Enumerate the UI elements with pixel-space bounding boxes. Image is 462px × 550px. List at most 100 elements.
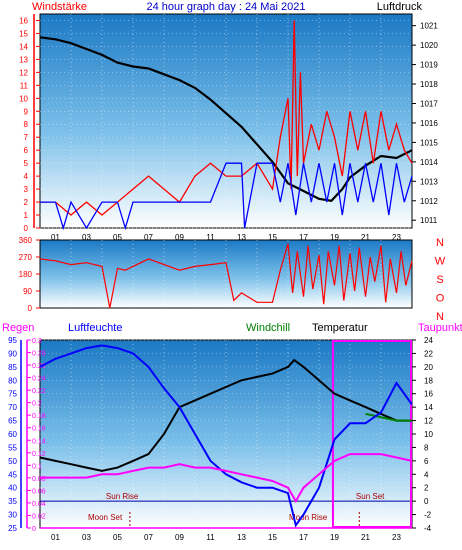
y-tick-label-temperature: -4 — [424, 524, 432, 533]
y-tick-label-rain: 0.28 — [32, 351, 46, 358]
y-tick-label-temperature: 6 — [424, 457, 429, 466]
y-tick-label-right: 1020 — [420, 41, 438, 50]
y-tick-label-left: 6 — [24, 146, 29, 155]
y-tick-label-left: 1 — [24, 211, 29, 220]
y-tick-label-rain: 0.26 — [32, 363, 46, 370]
y-tick-label-rain: 0.18 — [32, 413, 46, 420]
y-tick-label-left: 13 — [19, 55, 28, 64]
series-line-temperatur — [39, 358, 412, 472]
y-tick-label-rain: 0.08 — [32, 476, 46, 483]
y-tick-label-right: 1018 — [420, 80, 438, 89]
y-tick-label-temperature: 2 — [424, 484, 429, 493]
x-tick-label-panel1: 19 — [330, 233, 339, 242]
y-tick-label-temperature: 24 — [424, 336, 433, 345]
x-tick-label-panel3: 09 — [175, 533, 184, 542]
x-tick-label-panel1: 11 — [206, 233, 215, 242]
y-tick-label-right: 1021 — [420, 22, 438, 31]
x-tick-label-panel3: 15 — [268, 533, 277, 542]
y-tick-label-humidity: 50 — [8, 457, 17, 466]
y-tick-label-humidity: 45 — [8, 470, 17, 479]
night-highlight-box — [331, 340, 413, 528]
compass-label: W — [435, 256, 446, 268]
legend-entry: Windchill — [246, 322, 290, 334]
y-tick-label-humidity: 60 — [8, 430, 17, 439]
y-tick-label-left: 5 — [24, 159, 29, 168]
x-tick-label-panel1: 17 — [299, 233, 308, 242]
x-tick-label-panel1: 05 — [113, 233, 122, 242]
x-tick-label-panel1: 09 — [175, 233, 184, 242]
x-tick-label-panel1: 07 — [144, 233, 153, 242]
y-tick-label-temperature: 4 — [424, 470, 429, 479]
legend-entry: Temperatur — [312, 322, 368, 334]
series-line-panel1-3 — [40, 162, 413, 231]
compass-label: N — [436, 237, 444, 249]
y-tick-label-humidity: 90 — [8, 349, 17, 358]
y-tick-label-left: 0 — [28, 304, 33, 313]
y-tick-label-humidity: 55 — [8, 443, 17, 452]
y-tick-label-left: 11 — [20, 81, 29, 90]
y-tick-label-humidity: 70 — [8, 403, 17, 412]
y-tick-label-humidity: 75 — [8, 390, 17, 399]
y-tick-label-temperature: 22 — [424, 349, 433, 358]
x-tick-label-panel1: 13 — [237, 233, 246, 242]
y-tick-label-rain: 0.14 — [32, 438, 46, 445]
compass-label: N — [436, 311, 444, 323]
x-tick-label-panel3: 17 — [299, 533, 308, 542]
y-tick-label-rain: 0.2 — [32, 401, 42, 408]
y-tick-label-temperature: 16 — [424, 390, 433, 399]
x-tick-label-panel1: 21 — [361, 233, 370, 242]
legend-entry: Luftfeuchte — [68, 322, 122, 334]
x-tick-label-panel3: 07 — [144, 533, 153, 542]
y-tick-label-right: 1013 — [420, 177, 438, 186]
x-tick-label-panel3: 03 — [82, 533, 91, 542]
y-tick-label-humidity: 40 — [8, 484, 17, 493]
y-tick-label-temperature: 18 — [424, 376, 433, 385]
compass-label: O — [436, 293, 445, 305]
wind-strength-label: Windstärke — [32, 1, 87, 13]
y-tick-label-rain: 0.06 — [32, 488, 46, 495]
y-tick-label-left: 10 — [19, 94, 28, 103]
x-tick-label-panel3: 11 — [206, 533, 215, 542]
x-tick-label-panel3: 13 — [237, 533, 246, 542]
x-tick-label-panel1: 23 — [392, 233, 401, 242]
y-tick-label-left: 16 — [19, 16, 28, 25]
y-tick-label-rain: 0 — [32, 526, 36, 533]
y-tick-label-rain: 0.04 — [32, 501, 46, 508]
series-line-luftfeuchte — [39, 344, 413, 528]
series-line-windchill — [365, 412, 412, 422]
annotation-label: Moon Set — [88, 513, 123, 522]
y-tick-label-right: 1019 — [420, 61, 438, 70]
annotation-label: Moon Rise — [289, 513, 328, 522]
y-tick-label-humidity: 35 — [8, 497, 17, 506]
y-tick-label-rain: 0.16 — [32, 426, 46, 433]
series-line-taupunkt — [40, 453, 413, 504]
y-tick-label-left: 3 — [24, 185, 29, 194]
annotation-label: Sun Set — [356, 492, 385, 501]
y-tick-label-right: 1016 — [420, 119, 438, 128]
x-tick-label-panel3: 05 — [113, 533, 122, 542]
y-tick-label-left: 8 — [24, 120, 29, 129]
y-tick-label-rain: 0.1 — [32, 463, 42, 470]
y-tick-label-right: 1015 — [420, 138, 438, 147]
x-tick-label-panel3: 01 — [51, 533, 60, 542]
y-tick-label-temperature: 8 — [424, 443, 429, 452]
y-tick-label-rain: 0.22 — [32, 388, 46, 395]
y-tick-label-left: 180 — [19, 270, 33, 279]
y-tick-label-left: 360 — [19, 236, 33, 245]
annotation-label: Sun Rise — [106, 492, 139, 501]
plot-area-1 — [39, 13, 413, 229]
legend-entry: Taupunkt — [418, 322, 462, 334]
y-tick-label-left: 15 — [19, 29, 28, 38]
y-tick-label-temperature: -2 — [424, 511, 432, 520]
y-tick-label-left: 12 — [19, 68, 28, 77]
y-tick-label-right: 1012 — [420, 197, 438, 206]
series-line-panel1-1 — [39, 36, 413, 202]
compass-label: S — [436, 274, 443, 286]
y-tick-label-rain: 0.12 — [32, 451, 46, 458]
y-tick-label-right: 1017 — [420, 99, 438, 108]
y-tick-label-humidity: 80 — [8, 376, 17, 385]
y-tick-label-temperature: 0 — [424, 497, 429, 506]
y-tick-label-temperature: 10 — [424, 430, 433, 439]
y-tick-label-temperature: 12 — [424, 417, 433, 426]
